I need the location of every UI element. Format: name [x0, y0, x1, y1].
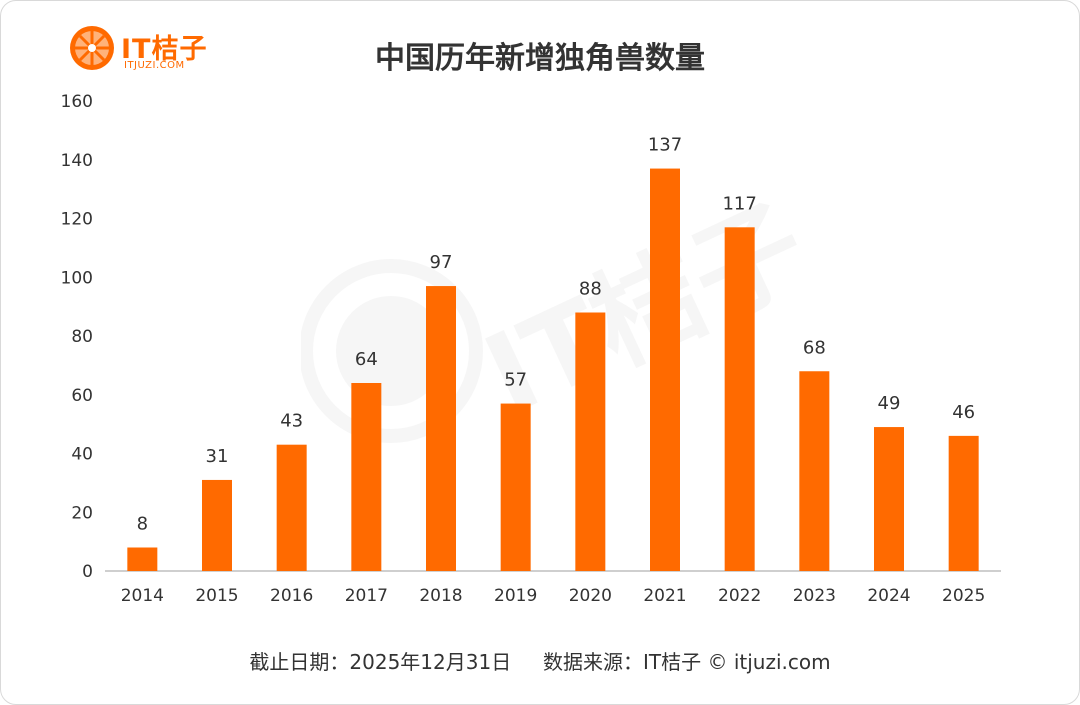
data-label: 31 — [206, 446, 229, 467]
bar — [500, 403, 531, 571]
data-label: 49 — [878, 393, 901, 414]
bar — [202, 479, 232, 571]
footer-source: 截止日期：2025年12月31日 数据来源：IT桔子 © itjuzi.com — [249, 650, 831, 674]
y-tick-label: 20 — [71, 503, 93, 523]
y-tick-label: 0 — [82, 562, 93, 582]
bar — [276, 444, 307, 571]
bar — [127, 547, 158, 571]
data-label: 88 — [579, 279, 602, 300]
data-label: 57 — [504, 370, 527, 391]
y-tick-label: 60 — [71, 386, 93, 406]
data-label: 137 — [648, 135, 682, 156]
x-tick-label: 2024 — [867, 586, 910, 606]
brand-logo: IT桔子 ITJUZI.COM — [69, 23, 269, 75]
bar — [948, 435, 979, 571]
data-label: 8 — [137, 514, 148, 535]
bar-chart: 0 20 40 60 80 100 120 140 160 8 2014 31 2015 43 2016 64… — [61, 92, 1001, 606]
x-tick-label: 2016 — [270, 586, 313, 606]
bar — [426, 286, 456, 571]
bar — [351, 383, 382, 571]
bar — [650, 168, 680, 571]
x-tick-label: 2018 — [419, 586, 462, 606]
bar — [575, 312, 606, 571]
y-tick-label: 140 — [61, 151, 93, 171]
x-tick-label: 2019 — [494, 586, 537, 606]
x-tick-label: 2025 — [942, 586, 985, 606]
logo-subtext: ITJUZI.COM — [124, 60, 185, 71]
x-tick-label: 2020 — [569, 586, 612, 606]
bar — [724, 227, 755, 571]
data-label: 64 — [355, 349, 378, 370]
data-label: 46 — [952, 402, 975, 423]
chart-title: 中国历年新增独角兽数量 — [375, 41, 705, 76]
data-label: 43 — [280, 411, 303, 432]
x-tick-label: 2014 — [121, 586, 164, 606]
bar — [874, 427, 904, 571]
data-label: 68 — [803, 337, 826, 358]
orange-slice-icon — [70, 26, 114, 70]
y-tick-label: 160 — [61, 92, 93, 112]
logo-text: IT桔子 — [121, 34, 208, 65]
x-tick-label: 2017 — [345, 586, 388, 606]
x-tick-label: 2023 — [793, 586, 836, 606]
x-tick-label: 2015 — [195, 586, 238, 606]
y-tick-label: 80 — [71, 327, 93, 347]
data-label: 97 — [430, 252, 453, 273]
data-label: 117 — [722, 193, 756, 214]
y-tick-label: 100 — [61, 268, 93, 288]
y-tick-label: 40 — [71, 445, 93, 465]
y-tick-label: 120 — [61, 210, 93, 230]
watermark-logo: IT桔子 — [301, 201, 821, 443]
bar — [799, 371, 830, 571]
x-tick-label: 2021 — [643, 586, 686, 606]
x-tick-label: 2022 — [718, 586, 761, 606]
